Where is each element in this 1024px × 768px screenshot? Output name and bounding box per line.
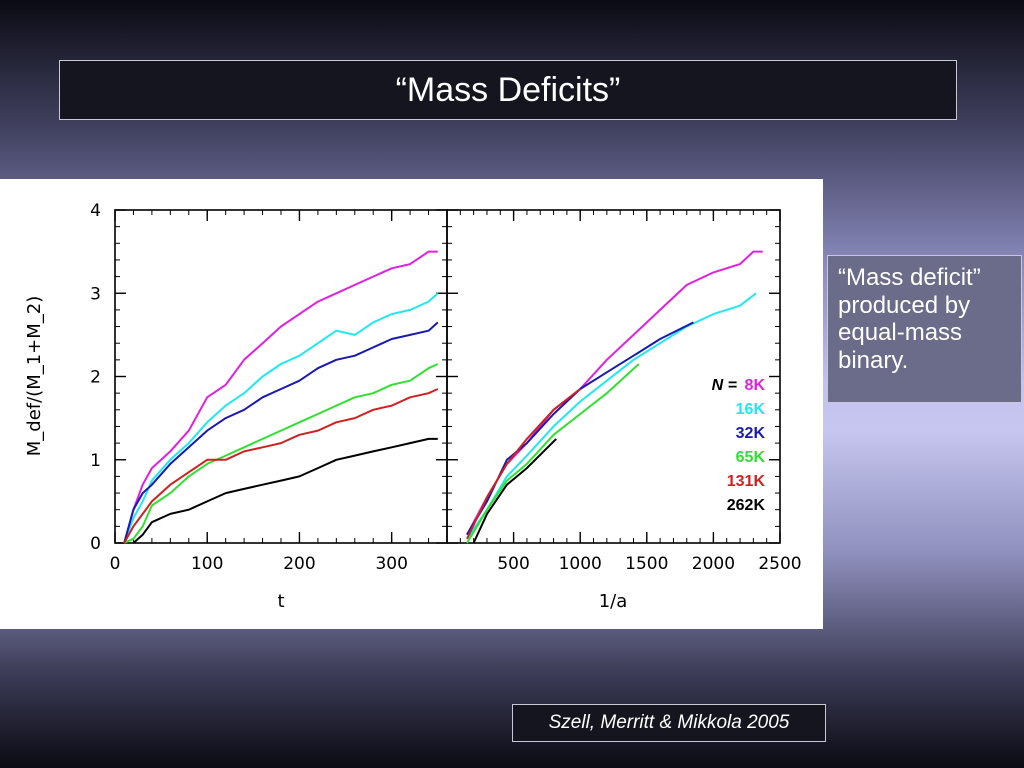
series-line-16k: [123, 292, 439, 544]
y-tick-label: 2: [90, 368, 101, 388]
x-tick-label: 1500: [625, 554, 668, 574]
axis-labels: t 1/a M_def/(M_1+M_2): [24, 296, 627, 612]
legend: N = 8K 16K 32K 65K 131K 262K: [712, 377, 766, 514]
series-line-32k: [466, 321, 694, 536]
x-tick-label: 200: [283, 554, 315, 574]
x-tick-label: 300: [375, 554, 407, 574]
x-tick-label: 500: [497, 554, 529, 574]
legend-prefix: N =: [712, 377, 737, 394]
y-tick-label: 1: [90, 451, 101, 471]
x-axis-label-right: 1/a: [599, 591, 628, 612]
series-line-16k: [466, 292, 757, 540]
note-text: “Mass deficit” produced by equal-mass bi…: [827, 255, 1022, 403]
legend-entry-65k: 65K: [736, 449, 766, 466]
legend-entry-8k: 8K: [745, 377, 766, 394]
series-line-65k: [123, 363, 439, 544]
series-line-8k: [123, 250, 438, 544]
legend-entry-262k: 262K: [727, 497, 766, 514]
y-tick-label: 4: [90, 201, 101, 221]
x-tick-label: 0: [110, 554, 121, 574]
x-tick-label: 2000: [692, 554, 735, 574]
citation: Szell, Merritt & Mikkola 2005: [512, 704, 826, 742]
x-tick-label: 2500: [758, 554, 801, 574]
panel-left: 0 100 200 300 0 1 2 3 4: [90, 201, 448, 574]
chart-svg: 0 100 200 300 0 1 2 3 4 500 1000 1500 2000 2500 N = …: [24, 201, 802, 612]
panel-right: 500 1000 1500 2000 2500: [446, 209, 802, 574]
legend-entry-16k: 16K: [736, 401, 766, 418]
series-line-65k: [466, 363, 640, 544]
slide-title: “Mass Deficits”: [59, 60, 957, 120]
series-line-131k: [123, 388, 439, 544]
x-tick-label: 100: [191, 554, 223, 574]
y-tick-label: 3: [90, 284, 101, 304]
legend-entry-131k: 131K: [727, 473, 766, 490]
chart-figure: 0 100 200 300 0 1 2 3 4 500 1000 1500 2000 2500 N = …: [0, 179, 823, 629]
series-line-32k: [123, 321, 439, 544]
y-axis-label: M_def/(M_1+M_2): [24, 296, 45, 457]
series-line-262k: [132, 437, 438, 544]
series-line-262k: [472, 438, 557, 544]
y-tick-label: 0: [90, 534, 101, 554]
x-axis-label-left: t: [277, 591, 284, 612]
plot-frame-left: [114, 209, 448, 544]
legend-entry-32k: 32K: [736, 425, 766, 442]
x-tick-label: 1000: [559, 554, 602, 574]
series-line-131k: [466, 388, 581, 540]
